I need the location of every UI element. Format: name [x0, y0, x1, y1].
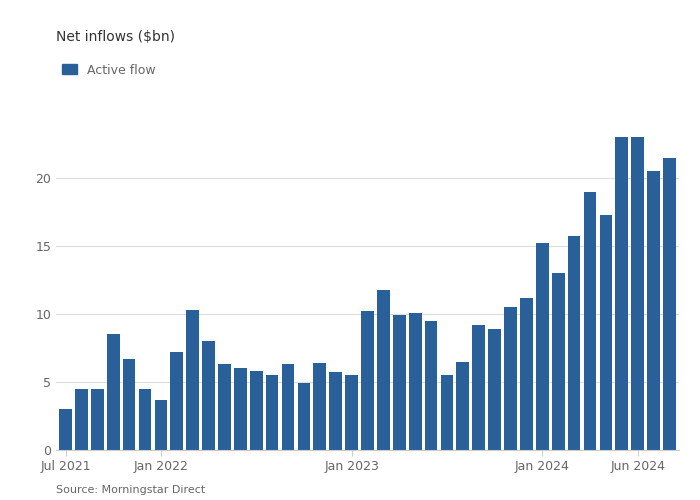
Bar [234, 368, 246, 450]
Bar [504, 307, 517, 450]
Bar [425, 321, 438, 450]
Bar [599, 214, 612, 450]
Bar [615, 137, 628, 450]
Bar [552, 273, 565, 450]
Bar [456, 362, 469, 450]
Bar [568, 236, 580, 450]
Bar [202, 341, 215, 450]
Legend: Active flow: Active flow [62, 64, 156, 76]
Bar [489, 329, 501, 450]
Bar [377, 290, 390, 450]
Bar [473, 325, 485, 450]
Bar [122, 359, 136, 450]
Bar [60, 409, 72, 450]
Bar [361, 312, 374, 450]
Bar [648, 171, 660, 450]
Bar [314, 363, 326, 450]
Bar [298, 384, 310, 450]
Bar [345, 375, 358, 450]
Text: Net inflows ($bn): Net inflows ($bn) [56, 30, 175, 44]
Bar [281, 364, 295, 450]
Bar [440, 375, 454, 450]
Bar [330, 372, 342, 450]
Bar [409, 312, 421, 450]
Bar [250, 371, 262, 450]
Bar [536, 244, 549, 450]
Bar [584, 192, 596, 450]
Text: Source: Morningstar Direct: Source: Morningstar Direct [56, 485, 205, 495]
Bar [631, 137, 644, 450]
Bar [75, 389, 88, 450]
Bar [155, 400, 167, 450]
Bar [186, 310, 199, 450]
Bar [170, 352, 183, 450]
Bar [393, 316, 405, 450]
Bar [520, 298, 533, 450]
Bar [107, 334, 120, 450]
Bar [266, 375, 279, 450]
Bar [139, 389, 151, 450]
Bar [663, 158, 676, 450]
Bar [218, 364, 231, 450]
Bar [91, 389, 104, 450]
